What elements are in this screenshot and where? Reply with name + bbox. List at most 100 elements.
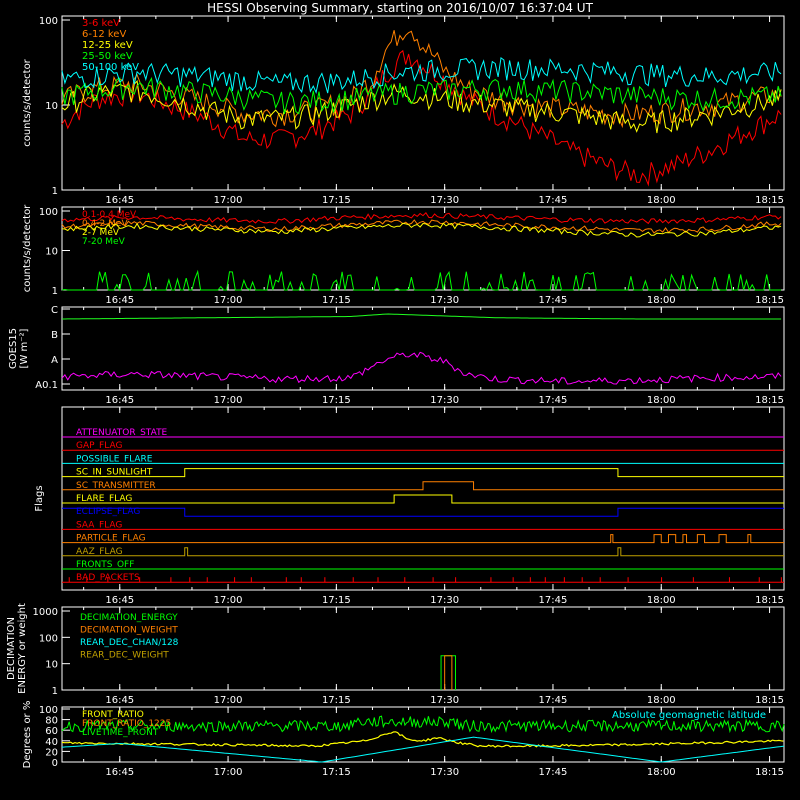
x-tick-label: 17:30 (430, 295, 459, 306)
x-tick-label: 18:00 (647, 295, 676, 306)
x-tick-label: 16:45 (105, 595, 134, 606)
y-tick-label: 80 (45, 716, 58, 727)
flag-line (62, 468, 784, 478)
y-tick-label: 60 (45, 726, 58, 737)
geomagnetic-latitude-line (61, 736, 785, 763)
series-line-3 (61, 222, 782, 238)
legend-entry: 2-7 MeV (82, 228, 120, 238)
legend-entry: Absolute geomagnetic latitude (612, 710, 766, 721)
y-tick-label: 20 (45, 747, 58, 758)
x-tick-label: 18:15 (755, 695, 784, 706)
livetime-line (61, 715, 785, 734)
front-ratio-line (61, 731, 784, 748)
panel-6 (61, 706, 785, 763)
x-tick-label: 17:45 (539, 767, 568, 778)
x-tick-label: 16:45 (105, 767, 134, 778)
panel-2 (61, 206, 785, 291)
x-tick-label: 17:00 (214, 595, 243, 606)
y-tick-label: 40 (45, 737, 58, 748)
x-tick-label: 18:00 (647, 395, 676, 406)
y-tick-label: 100 (39, 16, 58, 27)
panel-frame (61, 306, 785, 391)
series-line-4 (61, 76, 782, 115)
decimation-energy-line (440, 655, 456, 690)
x-tick-label: 17:00 (214, 395, 243, 406)
legend-entry: 6-12 keV (82, 29, 126, 40)
panel-4 (61, 406, 785, 591)
y-tick-label: C (51, 305, 58, 316)
decimation-weight-line (444, 655, 453, 690)
y-axis-label: counts/s/detector (22, 204, 33, 292)
legend-entry: 12-25 keV (82, 40, 133, 51)
legend-entry: FRONT_RATIO_1225 (82, 719, 171, 729)
x-tick-label: 17:00 (214, 195, 243, 206)
series-line-2 (61, 219, 782, 234)
flag-label: FLARE_FLAG (76, 494, 132, 504)
flag-label: FRONTS_OFF (76, 560, 134, 570)
flag-label: AAZ_FLAG (76, 547, 123, 557)
x-tick-label: 17:45 (539, 395, 568, 406)
y-tick-label: 10 (45, 101, 58, 112)
flag-label: GAP_FLAG (76, 441, 122, 451)
y-axis-label: ENERGY or weight (17, 603, 28, 694)
legend-entry: 7-20 MeV (82, 237, 126, 247)
x-tick-label: 17:30 (430, 595, 459, 606)
panel-frame (61, 206, 785, 291)
x-tick-label: 18:15 (755, 295, 784, 306)
legend-entry: 3-6 keV (82, 18, 120, 29)
y-tick-label: A (51, 355, 58, 366)
goes-line-2 (61, 351, 782, 385)
page-title: HESSI Observing Summary, starting on 201… (207, 1, 593, 15)
y-axis-label: GOES15 (8, 328, 19, 369)
legend-entry: LIVETIME_FRONT (82, 728, 159, 738)
legend-entry: FRONT_RATIO (82, 710, 144, 720)
legend-entry: DECIMATION_WEIGHT (80, 626, 178, 636)
x-tick-label: 16:45 (105, 695, 134, 706)
legend-entry: REAR_DEC_WEIGHT (80, 651, 169, 661)
x-tick-label: 18:15 (755, 767, 784, 778)
x-tick-label: 17:15 (322, 395, 351, 406)
panel-5 (61, 606, 785, 691)
x-tick-label: 17:15 (322, 595, 351, 606)
x-tick-label: 17:45 (539, 595, 568, 606)
x-tick-label: 18:15 (755, 395, 784, 406)
y-axis-label: Flags (34, 485, 45, 511)
series-line-4 (61, 269, 782, 292)
x-tick-label: 18:15 (755, 595, 784, 606)
flag-line (62, 547, 784, 557)
x-tick-label: 16:45 (105, 395, 134, 406)
y-axis-label: DECIMATION (6, 617, 17, 680)
series-line-3 (61, 80, 782, 134)
x-tick-label: 17:15 (322, 295, 351, 306)
x-tick-label: 18:00 (647, 195, 676, 206)
y-tick-label: 10 (45, 247, 58, 258)
x-tick-label: 17:15 (322, 767, 351, 778)
panel-frame (61, 706, 785, 763)
x-tick-label: 17:30 (430, 395, 459, 406)
x-tick-label: 17:15 (322, 695, 351, 706)
goes-line-1 (62, 313, 782, 320)
x-tick-label: 18:00 (647, 595, 676, 606)
y-tick-label: 1 (52, 186, 58, 197)
x-tick-label: 17:45 (539, 295, 568, 306)
y-tick-label: 10 (45, 660, 58, 671)
y-tick-label: B (51, 330, 58, 341)
legend-entry: 25-50 keV (82, 51, 133, 62)
y-tick-label: A0.1 (35, 380, 58, 391)
flag-line (62, 494, 784, 504)
flag-label: PARTICLE_FLAG (76, 534, 146, 544)
y-axis-label: Degrees or % (22, 701, 33, 769)
y-tick-label: 1000 (33, 607, 58, 618)
x-tick-label: 17:45 (539, 695, 568, 706)
x-tick-label: 18:15 (755, 195, 784, 206)
flag-line (62, 534, 784, 544)
flag-label: SC_IN_SUNLIGHT (76, 468, 153, 478)
flag-label: SC_TRANSMITTER (76, 481, 156, 491)
series-line-5 (61, 57, 782, 95)
x-tick-label: 17:30 (430, 195, 459, 206)
x-tick-label: 17:45 (539, 195, 568, 206)
x-tick-label: 16:45 (105, 195, 134, 206)
y-tick-label: 1 (52, 686, 58, 697)
x-tick-label: 17:30 (430, 767, 459, 778)
